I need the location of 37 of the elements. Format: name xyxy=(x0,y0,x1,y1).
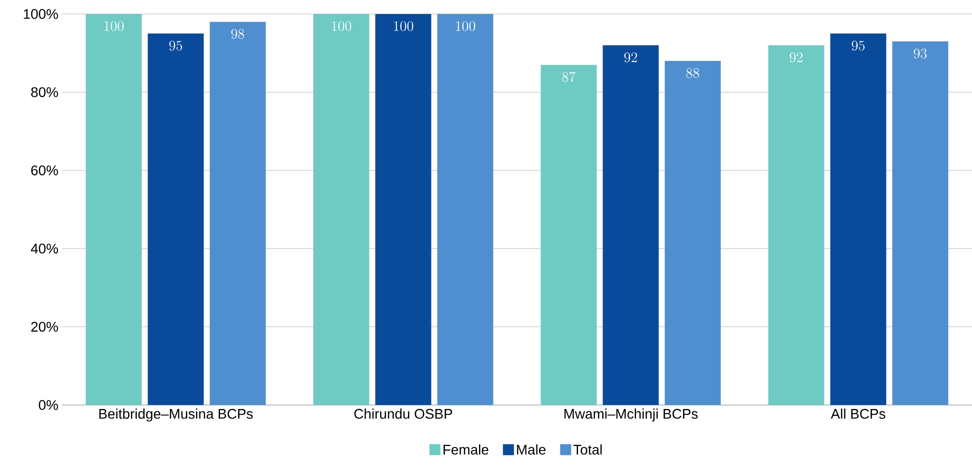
y-tick-label: 40% xyxy=(30,244,58,254)
data-label: 95 xyxy=(169,40,182,51)
bar xyxy=(86,14,142,405)
data-label: 98 xyxy=(231,29,244,39)
legend-label: Female xyxy=(444,444,488,455)
y-tick-label: 80% xyxy=(31,87,58,98)
bar xyxy=(768,45,824,405)
x-tick-label: Chirundu OSBP xyxy=(354,408,452,419)
bar xyxy=(375,14,432,405)
data-label: 100 xyxy=(394,21,414,32)
data-label: 92 xyxy=(790,52,803,62)
data-label: 100 xyxy=(456,21,476,32)
y-tick-label: 60% xyxy=(31,165,58,176)
data-label: 100 xyxy=(104,21,124,32)
data-label: 93 xyxy=(914,48,927,58)
bar xyxy=(664,60,721,405)
bar xyxy=(148,34,204,405)
data-label: 100 xyxy=(332,21,352,32)
data-label: 95 xyxy=(852,40,865,51)
bar xyxy=(437,14,494,405)
bar xyxy=(210,22,266,405)
data-label: 87 xyxy=(562,72,576,82)
x-tick-label: Mwami–Mchinji BCPs xyxy=(564,408,698,422)
x-tick-label: Beitbridge–Musina BCPs xyxy=(99,408,253,422)
bar xyxy=(313,14,370,405)
y-tick-label: 20% xyxy=(31,322,58,332)
bar xyxy=(602,45,659,405)
y-tick-label: 0% xyxy=(38,400,58,410)
bar xyxy=(830,34,886,405)
bar xyxy=(540,64,597,405)
y-tick-label: 100% xyxy=(24,9,58,19)
x-tick-label: All BCPs xyxy=(830,408,886,419)
bar xyxy=(892,41,948,405)
data-label: 88 xyxy=(686,68,700,78)
data-label: 92 xyxy=(624,52,638,62)
legend-label: Male xyxy=(517,444,546,455)
legend-label: Total xyxy=(573,444,602,455)
